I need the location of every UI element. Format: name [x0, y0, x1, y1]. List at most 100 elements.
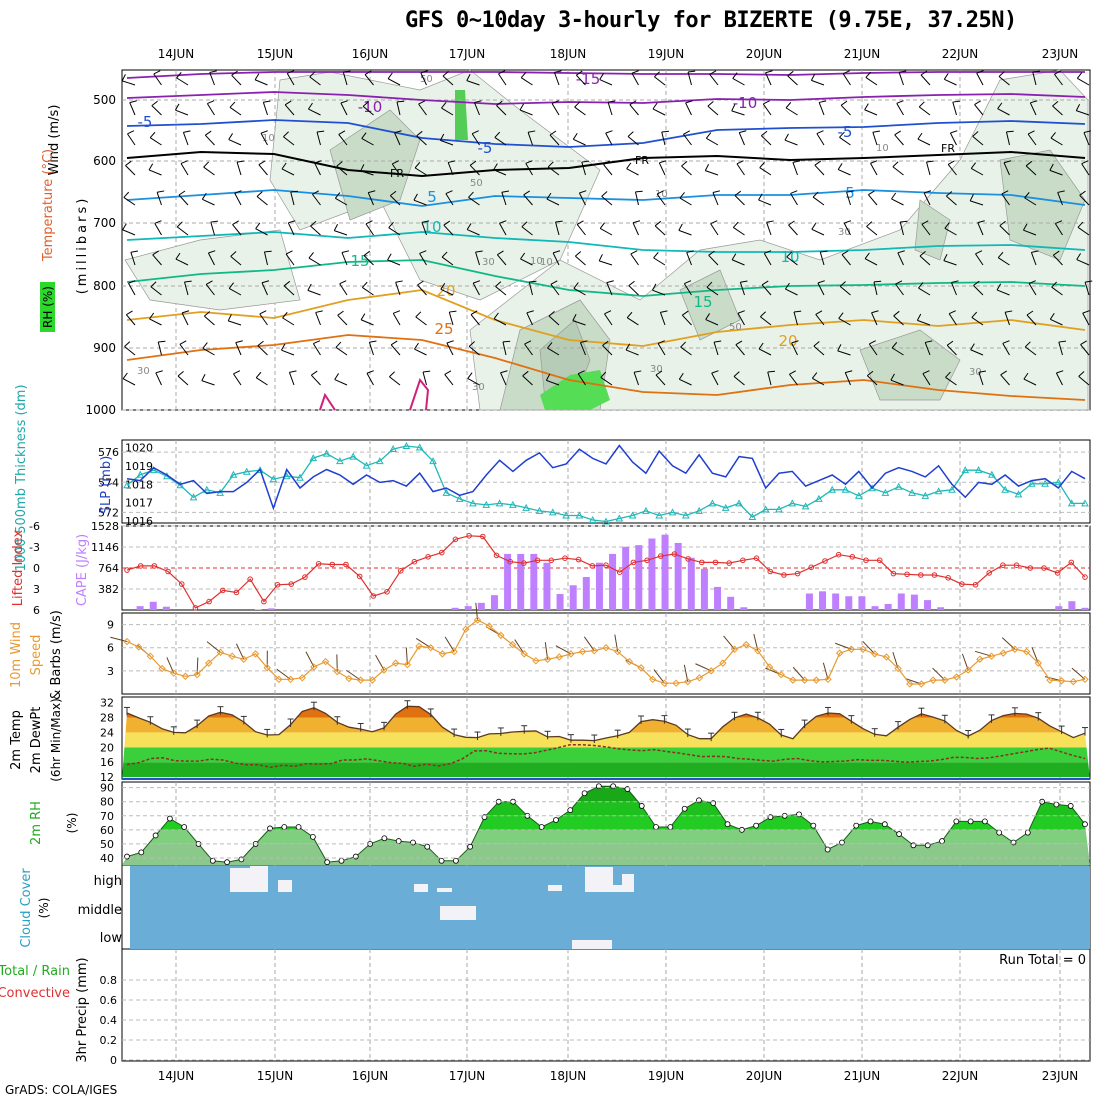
wind-barb-shaft [125, 314, 136, 326]
wind-barb-feather [894, 130, 902, 136]
rh-high-area [540, 370, 610, 410]
li-tick: -6 [29, 520, 40, 533]
wind-barb [654, 71, 666, 86]
wind-barb-feather [626, 162, 632, 169]
date-tick-bottom: 23JUN [1042, 1069, 1079, 1083]
wind-barb-feather [443, 220, 451, 226]
wind-barb-shaft [839, 285, 851, 296]
wind-barb-shaft [631, 72, 639, 86]
wind-barb-feather [786, 251, 793, 258]
wind-barb [440, 283, 454, 296]
wind-barb-feather [945, 371, 951, 378]
wind-barb-feather [814, 160, 822, 166]
panel-frame [121, 612, 1091, 695]
wind-barb [711, 370, 719, 386]
wind-barb-feather [396, 100, 405, 103]
li-point [233, 589, 240, 596]
wind-barb-shaft [738, 132, 745, 146]
wind-barb-shaft [732, 78, 745, 86]
wind-barb-feather [705, 132, 712, 139]
wind-barb-feather [389, 371, 395, 378]
slp-tick: 1017 [125, 497, 153, 510]
surface-wind-barb [683, 664, 689, 682]
wind-barb-shaft [493, 169, 507, 176]
cloud-cell [437, 888, 452, 892]
wind-barb-feather [634, 370, 642, 373]
wind-barb-feather [684, 280, 692, 285]
wind-barb-shaft [209, 72, 215, 86]
wind-barb [206, 100, 215, 116]
wind-barb-shaft [308, 108, 321, 116]
rh-point [166, 815, 173, 822]
wind-barb [897, 250, 905, 266]
precip-tick: 0 [110, 1054, 117, 1067]
thickness-point [548, 508, 557, 516]
wind-barb [443, 220, 454, 236]
wind-barb [812, 191, 825, 206]
wind-barb-shaft [207, 252, 215, 266]
thickness-point [509, 500, 517, 508]
wind-barb [467, 372, 480, 386]
yaxis-title-li: Lifted Index [11, 529, 26, 606]
rh-point [753, 822, 760, 829]
wind-speed-point [941, 676, 949, 684]
wind-barb [175, 252, 189, 266]
thickness-point [562, 511, 570, 519]
wind-barb [448, 310, 457, 326]
wind-barb-shaft [283, 285, 295, 296]
wind-barb [816, 130, 825, 146]
wind-barb-shaft [364, 74, 374, 86]
wind-speed-point [649, 675, 657, 684]
surface-wind-barb [1071, 667, 1086, 680]
wind-barb-shaft [712, 192, 719, 206]
wind-barb-feather [125, 160, 132, 166]
wind-barb [283, 131, 295, 146]
wind-speed-point [462, 625, 470, 633]
wind-barb-feather [210, 220, 219, 223]
cape-bar [530, 553, 538, 610]
wind-barb [918, 282, 931, 296]
wind-barb-feather [307, 283, 312, 291]
cape-bar [582, 577, 590, 610]
wind-barb-shaft [496, 105, 507, 116]
wind-barb-shaft [973, 285, 984, 296]
wind-barb-shaft [898, 72, 904, 86]
wind-barb [732, 221, 745, 236]
cape-bar [648, 538, 656, 610]
wind-barb-shaft [520, 77, 533, 86]
wind-barb-shaft [791, 342, 798, 356]
wind-barb-feather [1057, 190, 1065, 193]
date-tick-bottom: 14JUN [158, 1069, 195, 1083]
wind-barb [387, 253, 401, 266]
surface-wind-barb-shaft [862, 641, 876, 655]
wind-barb [871, 310, 879, 326]
wind-speed-point [427, 644, 435, 652]
cape-bar [687, 557, 695, 610]
wind-barb [234, 190, 242, 206]
li-point [917, 572, 924, 578]
wind-barb-shaft [521, 226, 533, 236]
wind-barb-shaft [234, 192, 242, 206]
wind-barb [1081, 160, 1090, 176]
wind-barb [656, 190, 666, 206]
temp-line [126, 705, 1086, 742]
wind-barb-feather [735, 340, 743, 346]
wind-barb-feather [446, 340, 454, 344]
rh-point [424, 843, 431, 850]
cape-bar [149, 601, 157, 610]
wind-barb-feather [758, 193, 763, 201]
wind-barb [155, 370, 163, 386]
wind-barb-shaft [655, 374, 666, 386]
cape-bar [477, 602, 485, 610]
wind-barb-feather [473, 280, 481, 284]
wind-barb [899, 220, 908, 236]
wind-barb [734, 190, 745, 206]
wind-barb [390, 340, 401, 356]
wind-barb [416, 130, 427, 146]
surface-wind-barb [235, 643, 245, 660]
thickness-point [402, 441, 411, 450]
wind-barb-shaft [1023, 229, 1037, 236]
wind-barb-shaft [1077, 77, 1090, 86]
wind-barb-shaft [337, 314, 348, 326]
wind-barb-shaft [175, 109, 189, 116]
